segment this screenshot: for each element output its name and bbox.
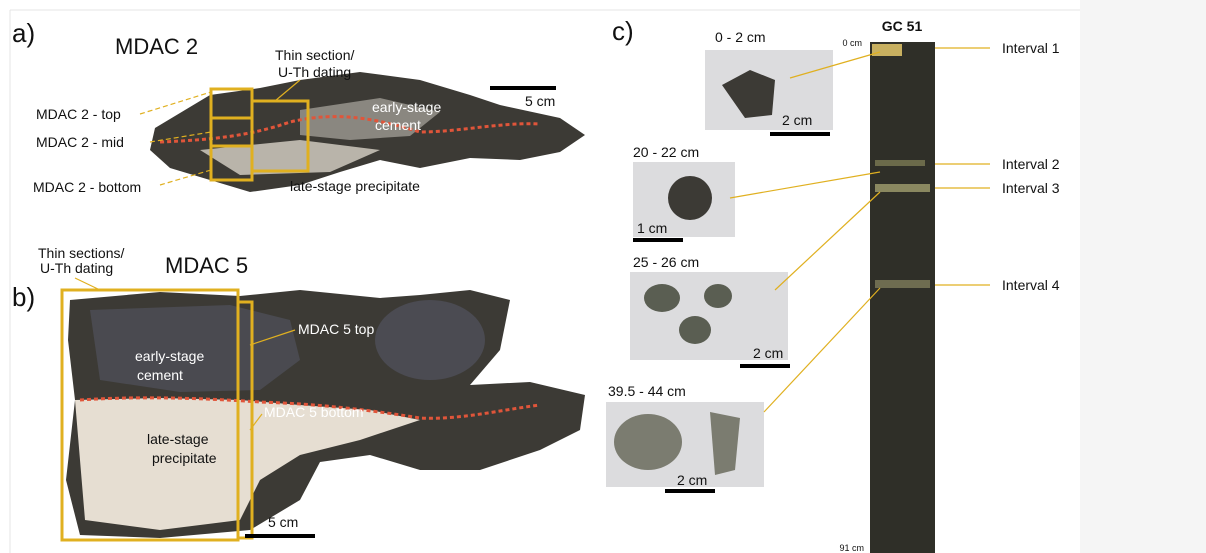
scale-label: 1 cm [637, 220, 667, 236]
scale-label: 2 cm [677, 472, 707, 488]
rock-piece [375, 300, 485, 380]
panel-a: a) MDAC 2 Thin section/ U-Th dating 5 cm… [12, 18, 585, 195]
sample-depth: 20 - 22 cm [633, 144, 699, 160]
figure: a) MDAC 2 Thin section/ U-Th dating 5 cm… [0, 0, 1206, 553]
layer-label: late-stage precipitate [290, 178, 420, 194]
annotation: U-Th dating [40, 260, 113, 276]
title: MDAC 5 [165, 253, 248, 278]
sample [668, 176, 712, 220]
sample-depth: 25 - 26 cm [633, 254, 699, 270]
sample-depth: 39.5 - 44 cm [608, 383, 686, 399]
box-label: MDAC 5 bottom [264, 404, 364, 420]
interval-label: Interval 4 [1002, 277, 1060, 293]
panel-label: c) [612, 16, 634, 46]
leader [730, 172, 880, 198]
core [870, 42, 935, 553]
layer-label: early-stage [135, 348, 204, 364]
box-label: MDAC 5 top [298, 321, 374, 337]
annotation: Thin sections/ [38, 245, 124, 261]
core-band [875, 184, 930, 192]
core-title: GC 51 [882, 18, 923, 34]
sample [679, 316, 711, 344]
sample-depth: 0 - 2 cm [715, 29, 766, 45]
scale-label: 2 cm [753, 345, 783, 361]
sample [614, 414, 682, 470]
box-label: MDAC 2 - mid [36, 134, 124, 150]
interval-label: Interval 1 [1002, 40, 1060, 56]
panel-c: c) GC 51 0 cm 91 cm 0 - 2 cm 2 cm [606, 16, 1060, 553]
depth-label: 0 cm [842, 38, 862, 48]
annotation: Thin section/ [275, 47, 354, 63]
box-label: MDAC 2 - top [36, 106, 121, 122]
title: MDAC 2 [115, 34, 198, 59]
core-band [875, 160, 925, 166]
scale-label: 2 cm [782, 112, 812, 128]
interval-label: Interval 2 [1002, 156, 1060, 172]
layer-label: precipitate [152, 450, 217, 466]
layer-label: late-stage [147, 431, 209, 447]
core-band [872, 44, 902, 56]
scale-label: 5 cm [525, 93, 555, 109]
sample [704, 284, 732, 308]
depth-label: 91 cm [839, 543, 864, 553]
sample [644, 284, 680, 312]
layer-label: early-stage [372, 99, 441, 115]
box-label: MDAC 2 - bottom [33, 179, 141, 195]
interval-label: Interval 3 [1002, 180, 1060, 196]
panel-label: a) [12, 18, 35, 48]
layer-label: cement [137, 367, 183, 383]
annotation: U-Th dating [278, 64, 351, 80]
core-band [875, 280, 930, 288]
scale-label: 5 cm [268, 514, 298, 530]
panel-b: Thin sections/ U-Th dating MDAC 5 b) ear… [12, 245, 585, 540]
side-panel [1080, 0, 1206, 553]
panel-label: b) [12, 282, 35, 312]
leader [775, 192, 880, 290]
leader [75, 278, 100, 290]
layer-label: cement [375, 117, 421, 133]
